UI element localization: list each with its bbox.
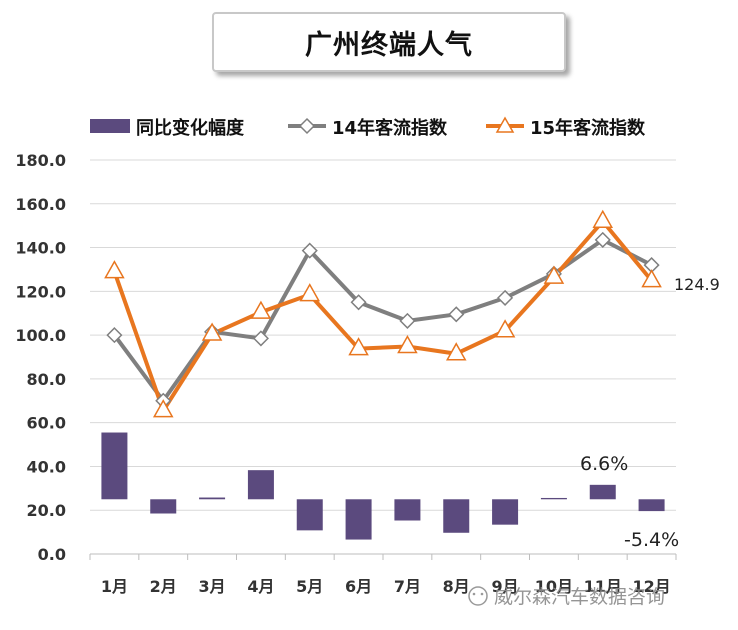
legend-label-line-14: 14年客流指数 xyxy=(332,117,448,139)
marker-15-8月 xyxy=(445,342,467,361)
marker-15-12月 xyxy=(641,269,662,288)
bar-7月 xyxy=(394,499,421,521)
x-tick-label: 5月 xyxy=(296,577,323,596)
y-tick-label: 80.0 xyxy=(27,370,66,389)
marker-14-8月 xyxy=(448,306,465,323)
x-tick-label: 6月 xyxy=(345,577,372,596)
y-tick-label: 60.0 xyxy=(27,414,66,433)
x-axis-labels: 1月 2月 3月 4月 5月 6月 7月 8月 9月 10月 11月 12月 xyxy=(101,577,671,596)
legend-label-bar: 同比变化幅度 xyxy=(136,117,245,139)
bar-9月 xyxy=(492,499,519,525)
marker-14-7月 xyxy=(399,312,416,329)
bar-12月 xyxy=(638,499,665,512)
y-tick-label: 140.0 xyxy=(15,239,66,258)
line-14 xyxy=(112,237,653,403)
x-tick-label: 10月 xyxy=(535,577,573,596)
legend-label-line-15: 15年客流指数 xyxy=(530,117,646,139)
marker-15-9月 xyxy=(494,319,516,338)
y-tick-label: 0.0 xyxy=(38,545,66,564)
marker-15-5月 xyxy=(299,283,321,302)
index-lines xyxy=(112,219,654,413)
x-tick-label: 12月 xyxy=(632,577,670,596)
x-tick-label: 9月 xyxy=(492,577,519,596)
y-tick-label: 120.0 xyxy=(15,282,66,301)
marker-15-1月 xyxy=(104,260,125,279)
line-15 xyxy=(112,219,654,413)
y-axis-labels: 180.0 160.0 140.0 120.0 100.0 80.0 60.0 40.0 20.… xyxy=(15,151,66,564)
x-tick-label: 1月 xyxy=(101,577,128,596)
x-tick-label: 4月 xyxy=(247,577,274,596)
watermark-text: 威尔森汽车数据咨询 xyxy=(494,586,665,608)
marker-15-11月 xyxy=(592,209,614,229)
bar-2月 xyxy=(150,499,177,514)
x-tick-label: 3月 xyxy=(199,577,226,596)
y-tick-label: 100.0 xyxy=(15,326,66,345)
bar-3月 xyxy=(199,497,226,500)
watermark: 威尔森汽车数据咨询 xyxy=(468,586,665,608)
marker-15-6月 xyxy=(348,337,369,356)
marker-15-2月 xyxy=(152,399,174,418)
x-tick-label: 11月 xyxy=(584,577,622,596)
change-bars xyxy=(101,432,665,540)
legend: 同比变化幅度 14年客流指数 15年客流指数 xyxy=(90,116,646,139)
chart-title: 广州终端人气 xyxy=(212,12,566,72)
marker-15-4月 xyxy=(250,300,272,319)
annotation-dec-value: 124.9 xyxy=(674,275,720,294)
x-tick-label: 8月 xyxy=(443,577,470,596)
bar-4月 xyxy=(247,470,274,500)
bar-5月 xyxy=(296,499,323,531)
y-tick-label: 40.0 xyxy=(27,457,66,476)
marker-14-6月 xyxy=(350,294,367,311)
annotation-dec-change: -5.4% xyxy=(624,529,679,551)
bar-10月 xyxy=(540,497,567,500)
legend-swatch-bar xyxy=(90,119,130,133)
line-markers xyxy=(104,209,662,418)
marker-14-1月 xyxy=(106,327,123,344)
y-tick-label: 20.0 xyxy=(27,501,66,520)
legend-marker-diamond xyxy=(298,117,316,135)
marker-14-5月 xyxy=(301,242,318,259)
bar-6月 xyxy=(345,499,372,540)
watermark-icon xyxy=(468,586,488,606)
y-tick-label: 160.0 xyxy=(15,195,66,214)
bar-1月 xyxy=(101,432,128,500)
marker-15-10月 xyxy=(543,265,565,284)
marker-14-9月 xyxy=(497,289,514,306)
bar-8月 xyxy=(443,499,470,533)
x-tick-label: 7月 xyxy=(394,577,421,596)
annotation-nov-change: 6.6% xyxy=(580,453,628,475)
gridlines xyxy=(89,159,677,560)
marker-15-3月 xyxy=(201,322,223,341)
marker-15-7月 xyxy=(397,334,418,354)
legend-marker-triangle xyxy=(495,116,515,133)
marker-14-11月 xyxy=(594,231,611,248)
marker-14-4月 xyxy=(252,330,269,347)
bar-11月 xyxy=(589,484,616,500)
y-tick-label: 180.0 xyxy=(15,151,66,170)
x-tick-label: 2月 xyxy=(150,577,177,596)
